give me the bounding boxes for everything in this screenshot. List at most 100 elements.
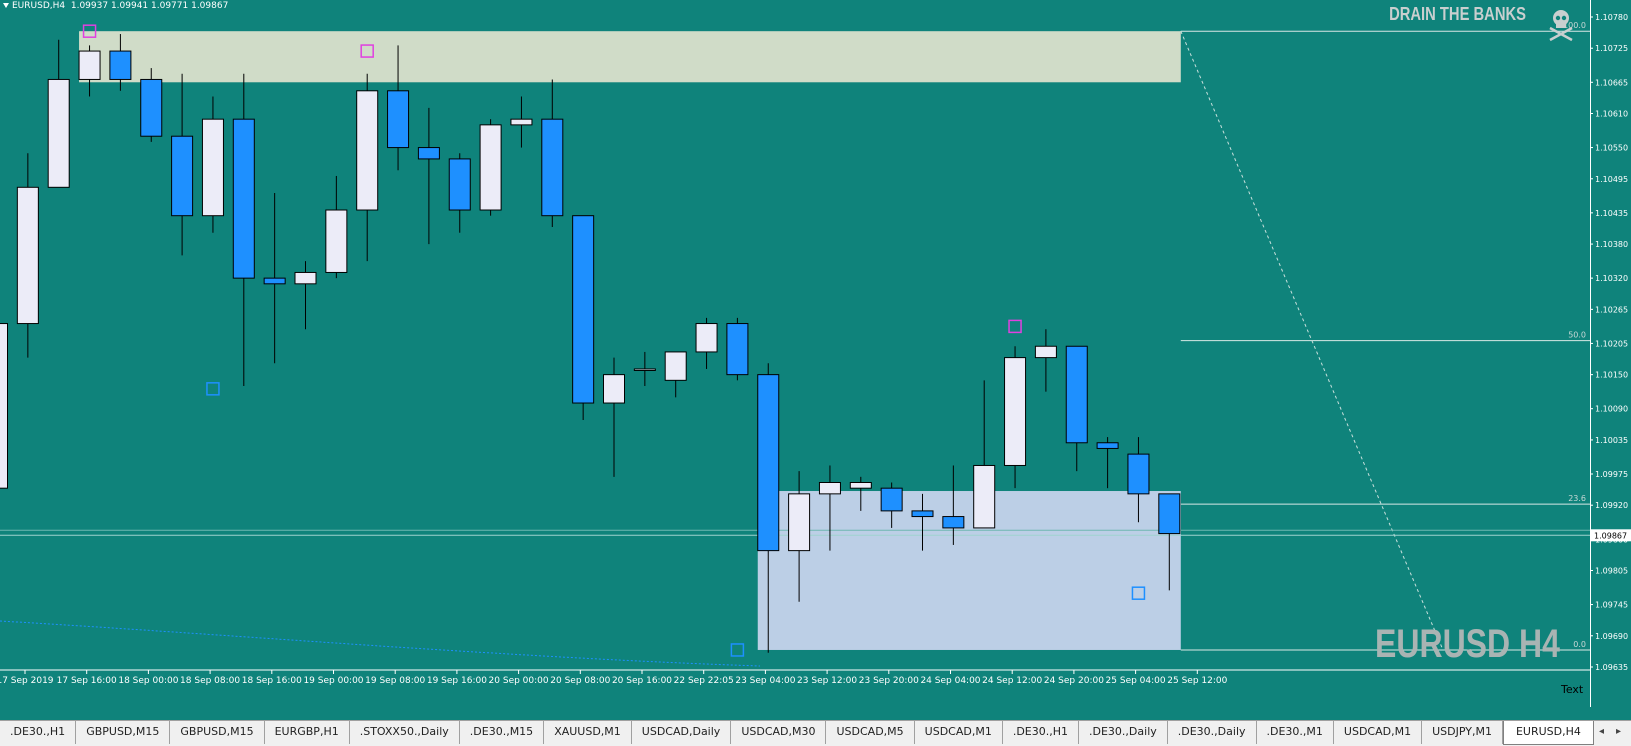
candle[interactable]	[479, 119, 502, 216]
time-tick-label: 19 Sep 00:00	[303, 676, 363, 686]
price-chart[interactable]: 100.050.023.60.017 Sep 2019 17 Sep 16:00 1…	[0, 0, 1590, 707]
candle[interactable]	[109, 34, 132, 91]
chart-tab[interactable]: .DE30.,H1	[0, 721, 77, 744]
swing-high-marker[interactable]	[82, 24, 97, 38]
fib-level-label: 0.0	[1573, 640, 1586, 649]
chevron-left-icon[interactable]: ◂	[1598, 726, 1604, 737]
time-tick-label: 18 Sep 16:00	[242, 676, 302, 686]
chart-tab[interactable]: .DE30.,Daily	[1079, 721, 1168, 744]
chart-tab[interactable]: .DE30.,M15	[460, 721, 545, 744]
candle[interactable]	[633, 351, 656, 386]
fib-trend-line[interactable]	[1180, 30, 1444, 651]
chart-tab[interactable]: USDCAD,M5	[826, 721, 915, 744]
candle[interactable]	[47, 39, 70, 188]
chart-tab[interactable]: USDCAD,M1	[915, 721, 1003, 744]
bear-candle-body	[109, 50, 132, 80]
text-object[interactable]: Text	[1561, 683, 1584, 696]
candle[interactable]	[788, 471, 811, 602]
ohlc-values: 1.09937 1.09941 1.09771 1.09867	[70, 1, 229, 11]
swing-high-marker[interactable]	[1008, 319, 1022, 334]
chart-tab[interactable]: EURUSD,H4	[1502, 721, 1594, 745]
candle[interactable]	[16, 153, 39, 358]
current-price-label: 1.09867	[1594, 531, 1627, 540]
time-tick-label: 20 Sep 16:00	[612, 676, 672, 686]
price-tick-label: 1.10495	[1595, 175, 1628, 184]
candle[interactable]	[294, 261, 317, 330]
price-tick-label: 1.10550	[1595, 144, 1628, 153]
bull-candle-body	[1034, 345, 1057, 359]
price-tick-label: 1.10435	[1595, 209, 1628, 218]
price-axis[interactable]: 1.10780 1.10725 1.10665 1.10610 1.10550 1.104…	[1590, 0, 1631, 707]
candle[interactable]	[510, 96, 533, 148]
candle[interactable]	[387, 45, 410, 171]
candle[interactable]	[171, 73, 194, 256]
bear-candle-body	[572, 215, 595, 404]
candle[interactable]	[356, 73, 379, 262]
chart-tab[interactable]: USDCAD,M30	[731, 721, 827, 744]
bull-candle-body	[294, 271, 317, 285]
candle[interactable]	[973, 380, 996, 529]
time-tick-label: 22 Sep 22:05	[674, 676, 734, 686]
bear-candle-body	[726, 323, 749, 376]
candle[interactable]	[1034, 329, 1057, 392]
bull-candle-body	[633, 368, 656, 371]
candle[interactable]	[1127, 437, 1150, 523]
candle[interactable]	[849, 476, 872, 511]
candle[interactable]	[572, 215, 595, 421]
bear-candle-body	[1127, 453, 1150, 495]
candle[interactable]	[417, 107, 440, 245]
chart-tab[interactable]: GBPUSD,M15	[170, 721, 265, 744]
time-tick-label: 23 Sep 04:00	[735, 676, 795, 686]
bull-candle-body	[356, 90, 379, 211]
swing-low-marker[interactable]	[1131, 586, 1146, 600]
candle[interactable]	[448, 153, 471, 233]
candle[interactable]	[757, 363, 780, 653]
candle[interactable]	[1004, 346, 1027, 489]
bear-candle-body	[448, 158, 471, 211]
candle[interactable]	[541, 79, 564, 228]
candle[interactable]	[695, 317, 718, 369]
swing-low-marker[interactable]	[730, 643, 745, 657]
candle[interactable]	[263, 192, 286, 364]
candle[interactable]	[942, 465, 965, 545]
candle[interactable]	[140, 68, 163, 142]
chevron-right-icon[interactable]: ▸	[1615, 726, 1621, 737]
candle[interactable]	[1065, 345, 1088, 472]
candle[interactable]	[880, 482, 903, 528]
chart-tab[interactable]: .DE30.,M1	[1257, 721, 1334, 744]
chevron-down-icon[interactable]	[3, 2, 9, 8]
chart-header: EURUSD,H4 1.09937 1.09941 1.09771 1.0986…	[0, 0, 228, 12]
price-tick-label: 1.09635	[1595, 663, 1628, 672]
price-tick-label: 1.10320	[1595, 274, 1628, 283]
chart-tab[interactable]: USDCAD,M1	[1334, 721, 1423, 744]
candle[interactable]	[664, 351, 687, 398]
price-tick-label: 1.10780	[1595, 13, 1628, 22]
bull-candle-body	[788, 493, 811, 552]
candle[interactable]	[325, 175, 348, 279]
chart-tab[interactable]: .STOXX50.,Daily	[350, 721, 460, 744]
candle[interactable]	[78, 45, 101, 97]
chart-tab[interactable]: USDJPY,M1	[1422, 721, 1503, 744]
candle[interactable]	[603, 357, 625, 477]
chart-tab[interactable]: .DE30.,Daily	[1168, 721, 1257, 744]
chart-tab[interactable]: EURGBP,H1	[265, 721, 350, 744]
swing-low-marker[interactable]	[206, 382, 220, 396]
chart-tab[interactable]: USDCAD,Daily	[632, 721, 732, 744]
candle[interactable]	[232, 73, 255, 386]
chart-tab[interactable]: .DE30.,H1	[1003, 721, 1080, 744]
candle[interactable]	[818, 465, 841, 551]
candle[interactable]	[0, 312, 8, 489]
candle[interactable]	[201, 96, 224, 233]
bear-candle-body	[911, 510, 934, 518]
bear-candle-body	[1065, 345, 1088, 444]
fib-level-label: 23.6	[1568, 494, 1586, 503]
chart-tab[interactable]: XAUUSD,M1	[544, 721, 632, 744]
price-tick-label: 1.10380	[1595, 240, 1628, 249]
bull-candle-body	[479, 124, 502, 211]
candle[interactable]	[1158, 493, 1181, 591]
chart-tab[interactable]: GBPUSD,M15	[76, 721, 171, 744]
candle[interactable]	[726, 317, 749, 381]
swing-high-marker[interactable]	[360, 44, 374, 58]
candle[interactable]	[1096, 437, 1119, 489]
candle[interactable]	[911, 493, 934, 551]
